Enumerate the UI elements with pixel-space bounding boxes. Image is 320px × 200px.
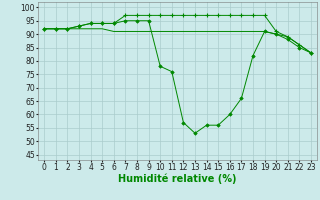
X-axis label: Humidité relative (%): Humidité relative (%) xyxy=(118,174,237,184)
